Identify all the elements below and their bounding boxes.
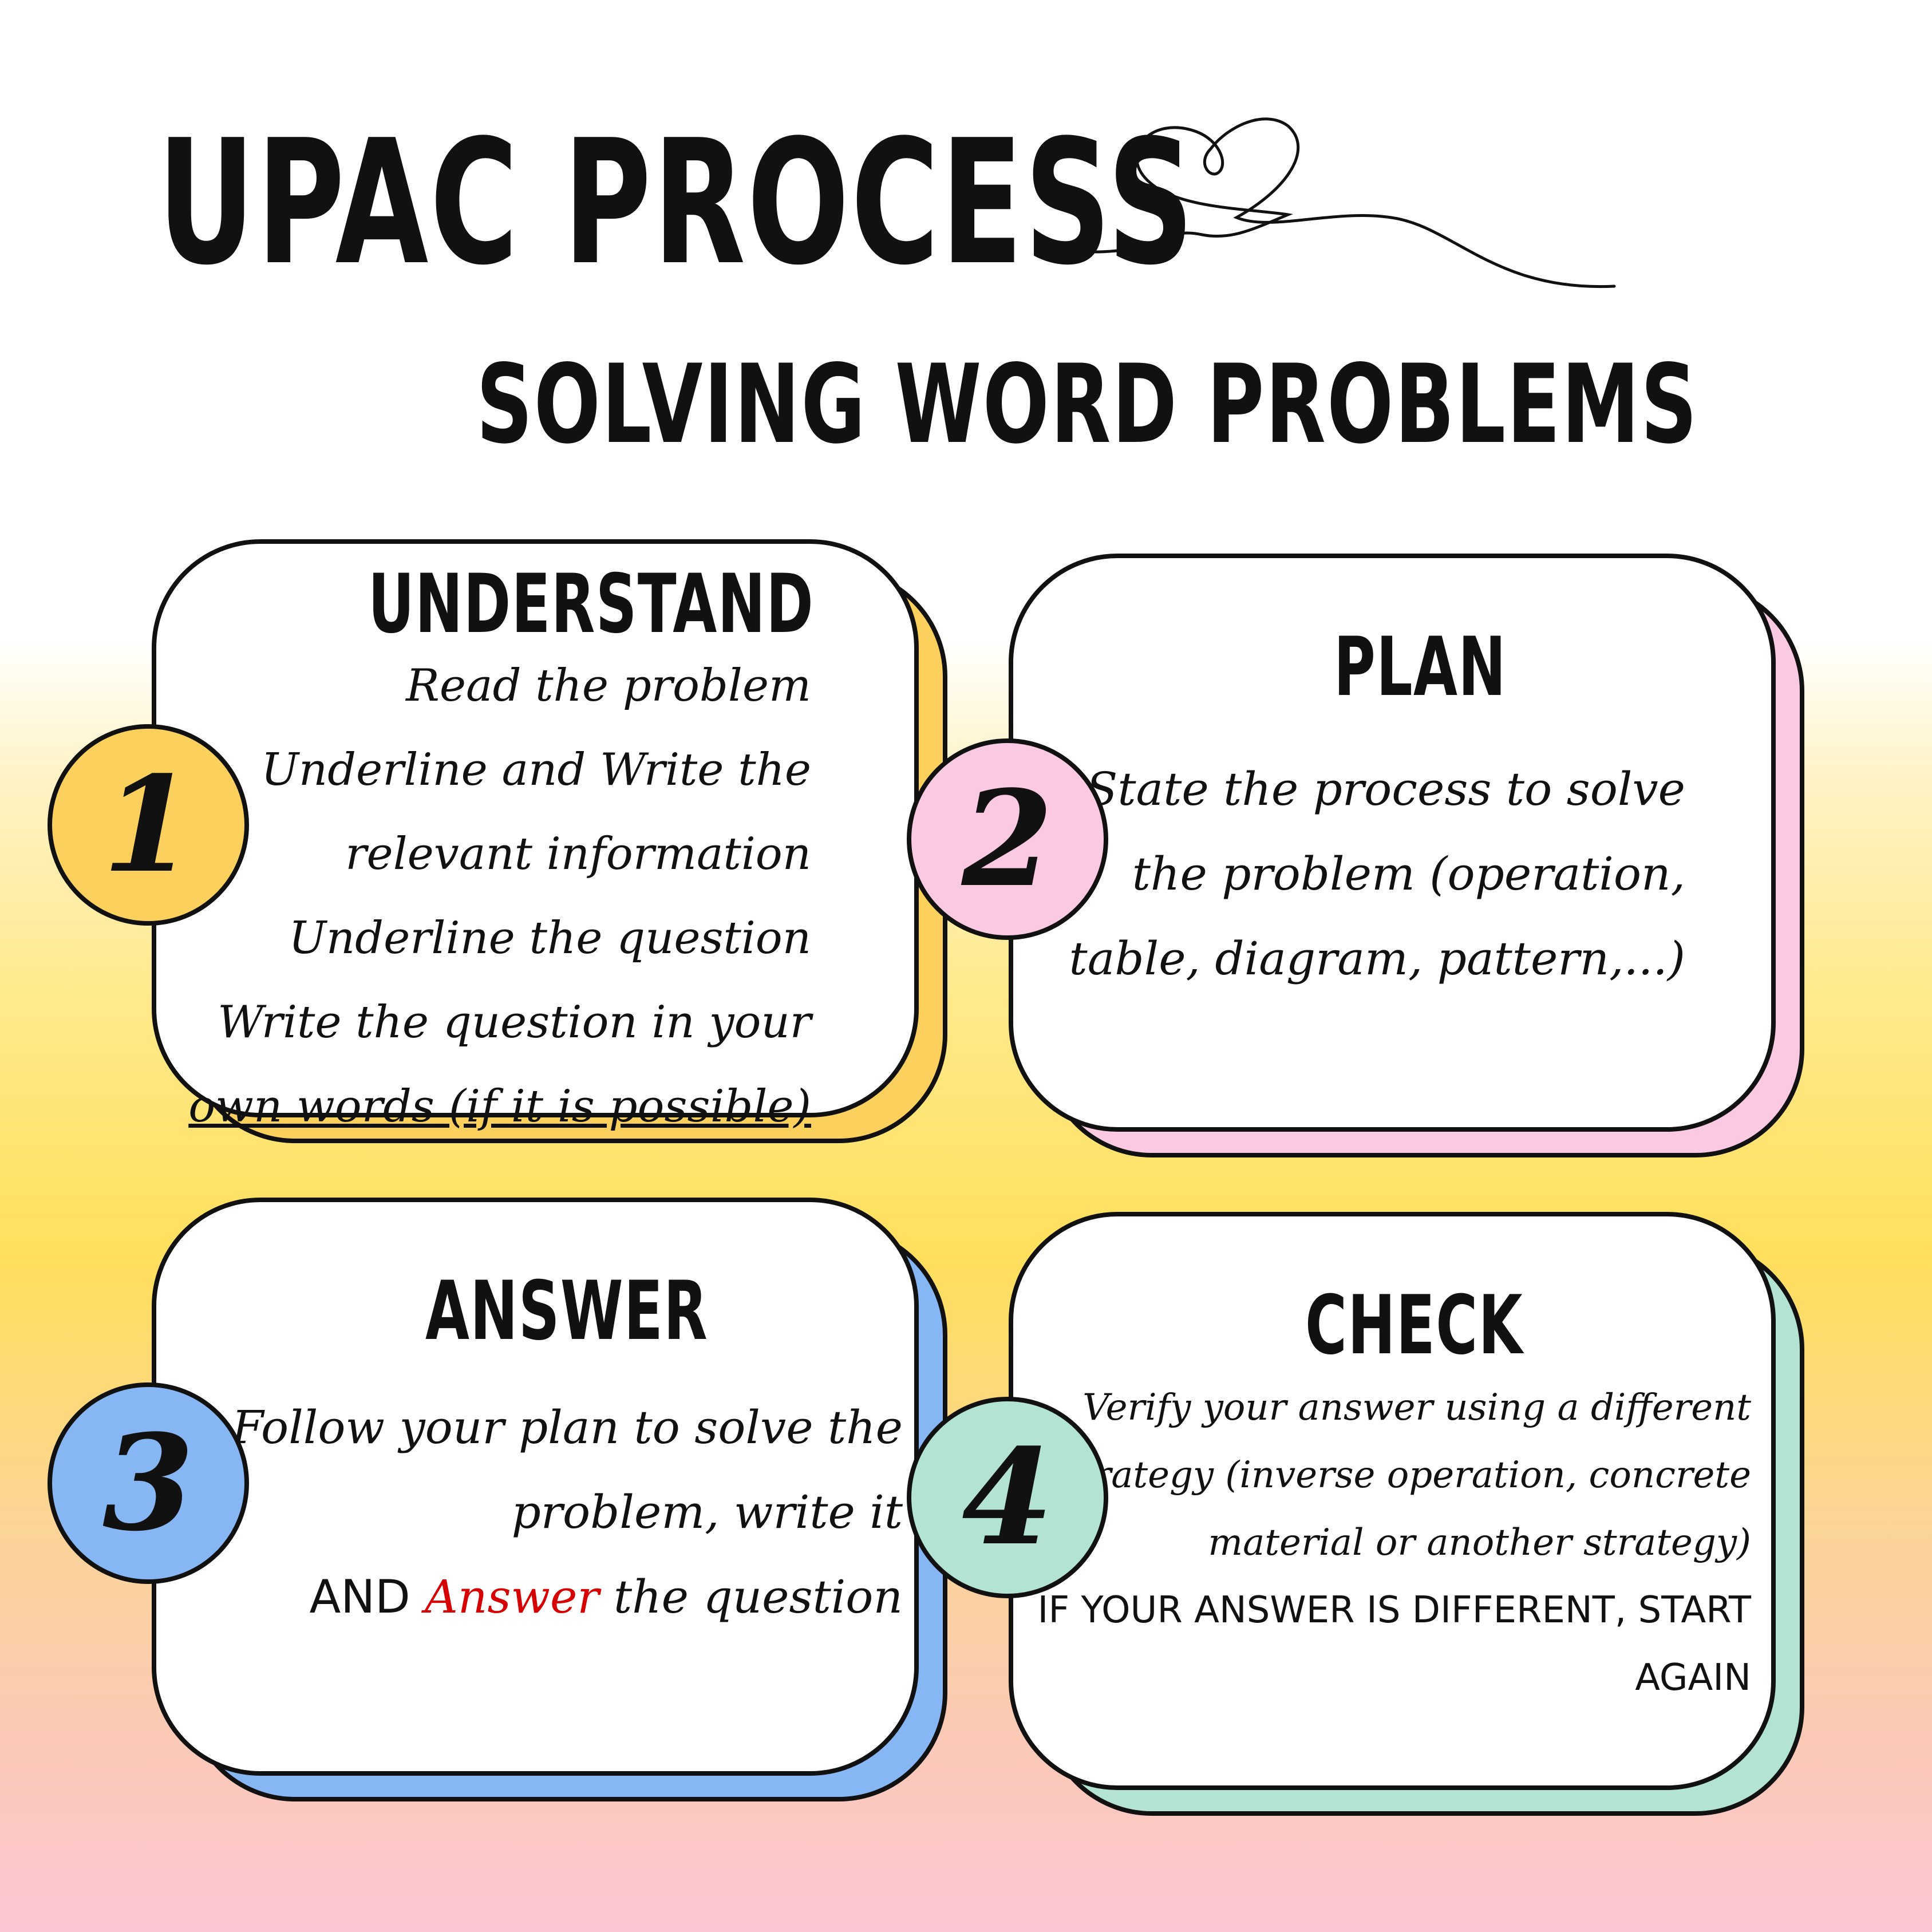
step-line-suffix: the question [599, 1570, 903, 1623]
step-line: Follow your plan to solve the [231, 1401, 903, 1454]
step-title-answer: ANSWER [425, 1264, 709, 1358]
step-line-answer-question: AND Answer the question [232, 1555, 903, 1639]
card-face-plan: PLAN State the process to solve the prob… [1009, 554, 1776, 1132]
step-title-understand: UNDERSTAND [368, 557, 815, 651]
step-lines-plan: State the process to solve the problem (… [1069, 747, 1685, 1001]
step-number-badge-3: 3 [48, 1382, 249, 1584]
answer-highlight: Answer [425, 1570, 599, 1623]
step-line-prefix: AND [309, 1570, 425, 1623]
step-line: Underline the question [289, 912, 811, 964]
step-line: strategy (inverse operation, concrete [1060, 1454, 1751, 1496]
step-number-badge-1: 1 [48, 724, 249, 926]
card-face-understand: UNDERSTAND Read the problem Underline an… [152, 539, 919, 1132]
step-line: Underline and Write the [261, 744, 811, 796]
step-lines-answer: Follow your plan to solve the problem, w… [232, 1385, 903, 1639]
step-title-plan: PLAN [1334, 620, 1507, 714]
step-number-badge-2: 2 [907, 738, 1108, 940]
step-lines-understand: Read the problem Underline and Write the… [188, 644, 811, 1149]
step-title-check: CHECK [1305, 1278, 1524, 1373]
heart-flourish-icon [1092, 117, 1616, 289]
step-card-plan: PLAN State the process to solve the prob… [1009, 554, 1810, 1160]
step-line: relevant information [345, 828, 811, 880]
step-line: the problem (operation, [1132, 847, 1685, 900]
step-line: Verify your answer using a different [1082, 1386, 1751, 1429]
step-line: State the process to solve [1086, 762, 1685, 816]
card-face-check: CHECK Verify your answer using a differe… [1009, 1212, 1776, 1790]
step-line: own words (if it is possible) [188, 1081, 811, 1132]
card-face-answer: ANSWER Follow your plan to solve the pro… [152, 1198, 919, 1776]
step-lines-check: Verify your answer using a different str… [1037, 1374, 1751, 1712]
step-number-badge-4: 4 [907, 1397, 1108, 1598]
step-line: problem, write it [511, 1485, 903, 1539]
step-card-answer: ANSWER Follow your plan to solve the pro… [152, 1198, 953, 1804]
step-line: Read the problem [406, 660, 811, 712]
step-line: Write the question in your [218, 997, 811, 1048]
step-line-caps: IF YOUR ANSWER IS DIFFERENT, START [1037, 1589, 1751, 1631]
page-subtitle: SOLVING WORD PROBLEMS [476, 341, 1698, 468]
step-line-caps: AGAIN [1635, 1657, 1751, 1699]
step-line: material or another strategy) [1208, 1522, 1751, 1564]
step-card-check: CHECK Verify your answer using a differe… [1009, 1212, 1810, 1819]
step-line: table, diagram, pattern,...) [1069, 932, 1685, 985]
page-title: UPAC PROCESS [157, 103, 1196, 303]
step-card-understand: UNDERSTAND Read the problem Underline an… [152, 539, 953, 1146]
